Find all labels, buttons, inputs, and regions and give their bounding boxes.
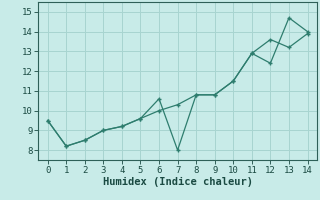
X-axis label: Humidex (Indice chaleur): Humidex (Indice chaleur) (103, 177, 252, 187)
